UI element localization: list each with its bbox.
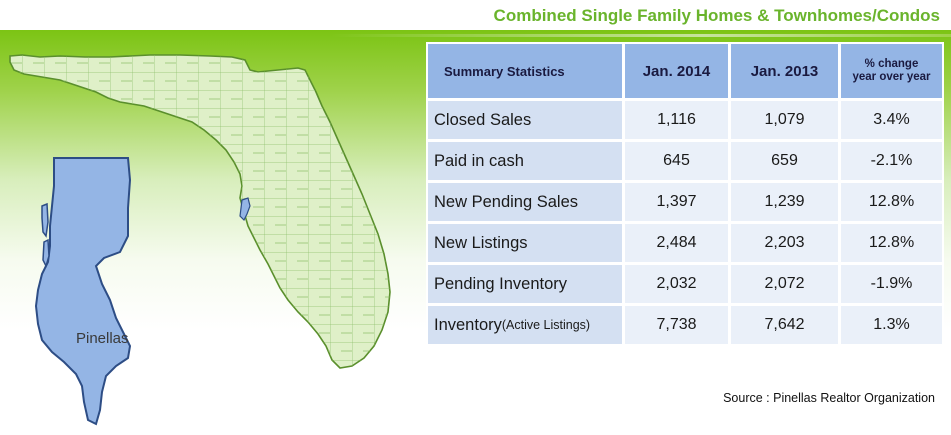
row-label-inventory: Inventory (Active Listings) (428, 306, 622, 344)
row-label-pending-inventory: Pending Inventory (428, 265, 622, 303)
cell-paid-in-cash-2013: 659 (731, 142, 838, 180)
inventory-label-suffix: (Active Listings) (501, 318, 591, 332)
county-lines (10, 55, 390, 368)
pinellas-county-inset (34, 157, 132, 426)
florida-map (9, 54, 391, 426)
cell-paid-in-cash-change: -2.1% (841, 142, 942, 180)
cell-inventory-2013: 7,642 (731, 306, 838, 344)
cell-new-listings-2013: 2,203 (731, 224, 838, 262)
header-summary-statistics: Summary Statistics (428, 44, 622, 98)
cell-new-pending-sales-change: 12.8% (841, 183, 942, 221)
source-note: Source : Pinellas Realtor Organization (723, 391, 935, 405)
header-change-line2: year over year (852, 71, 931, 83)
header-jan-2013: Jan. 2013 (731, 44, 838, 98)
header-percent-change: % change year over year (841, 44, 942, 98)
row-label-closed-sales: Closed Sales (428, 101, 622, 139)
cell-closed-sales-2013: 1,079 (731, 101, 838, 139)
row-label-paid-in-cash: Paid in cash (428, 142, 622, 180)
row-label-new-listings: New Listings (428, 224, 622, 262)
summary-table: Summary Statistics Jan. 2014 Jan. 2013 %… (426, 42, 944, 344)
row-label-new-pending-sales: New Pending Sales (428, 183, 622, 221)
header-jan-2014: Jan. 2014 (625, 44, 728, 98)
pinellas-label: Pinellas (76, 330, 129, 347)
pinellas-highlight-small (239, 197, 251, 222)
cell-new-pending-sales-2014: 1,397 (625, 183, 728, 221)
barrier-island-2 (42, 238, 50, 269)
title-underline (330, 34, 951, 37)
inventory-label-main: Inventory (434, 315, 502, 334)
cell-inventory-change: 1.3% (841, 306, 942, 344)
cell-new-pending-sales-2013: 1,239 (731, 183, 838, 221)
cell-inventory-2014: 7,738 (625, 306, 728, 344)
header-change-line1: % change (864, 58, 919, 70)
cell-new-listings-change: 12.8% (841, 224, 942, 262)
page-title: Combined Single Family Homes & Townhomes… (493, 6, 940, 25)
cell-closed-sales-2014: 1,116 (625, 101, 728, 139)
cell-pending-inventory-change: -1.9% (841, 265, 942, 303)
cell-new-listings-2014: 2,484 (625, 224, 728, 262)
cell-closed-sales-change: 3.4% (841, 101, 942, 139)
cell-paid-in-cash-2014: 645 (625, 142, 728, 180)
cell-pending-inventory-2013: 2,072 (731, 265, 838, 303)
cell-pending-inventory-2014: 2,032 (625, 265, 728, 303)
barrier-island-1 (41, 202, 49, 238)
